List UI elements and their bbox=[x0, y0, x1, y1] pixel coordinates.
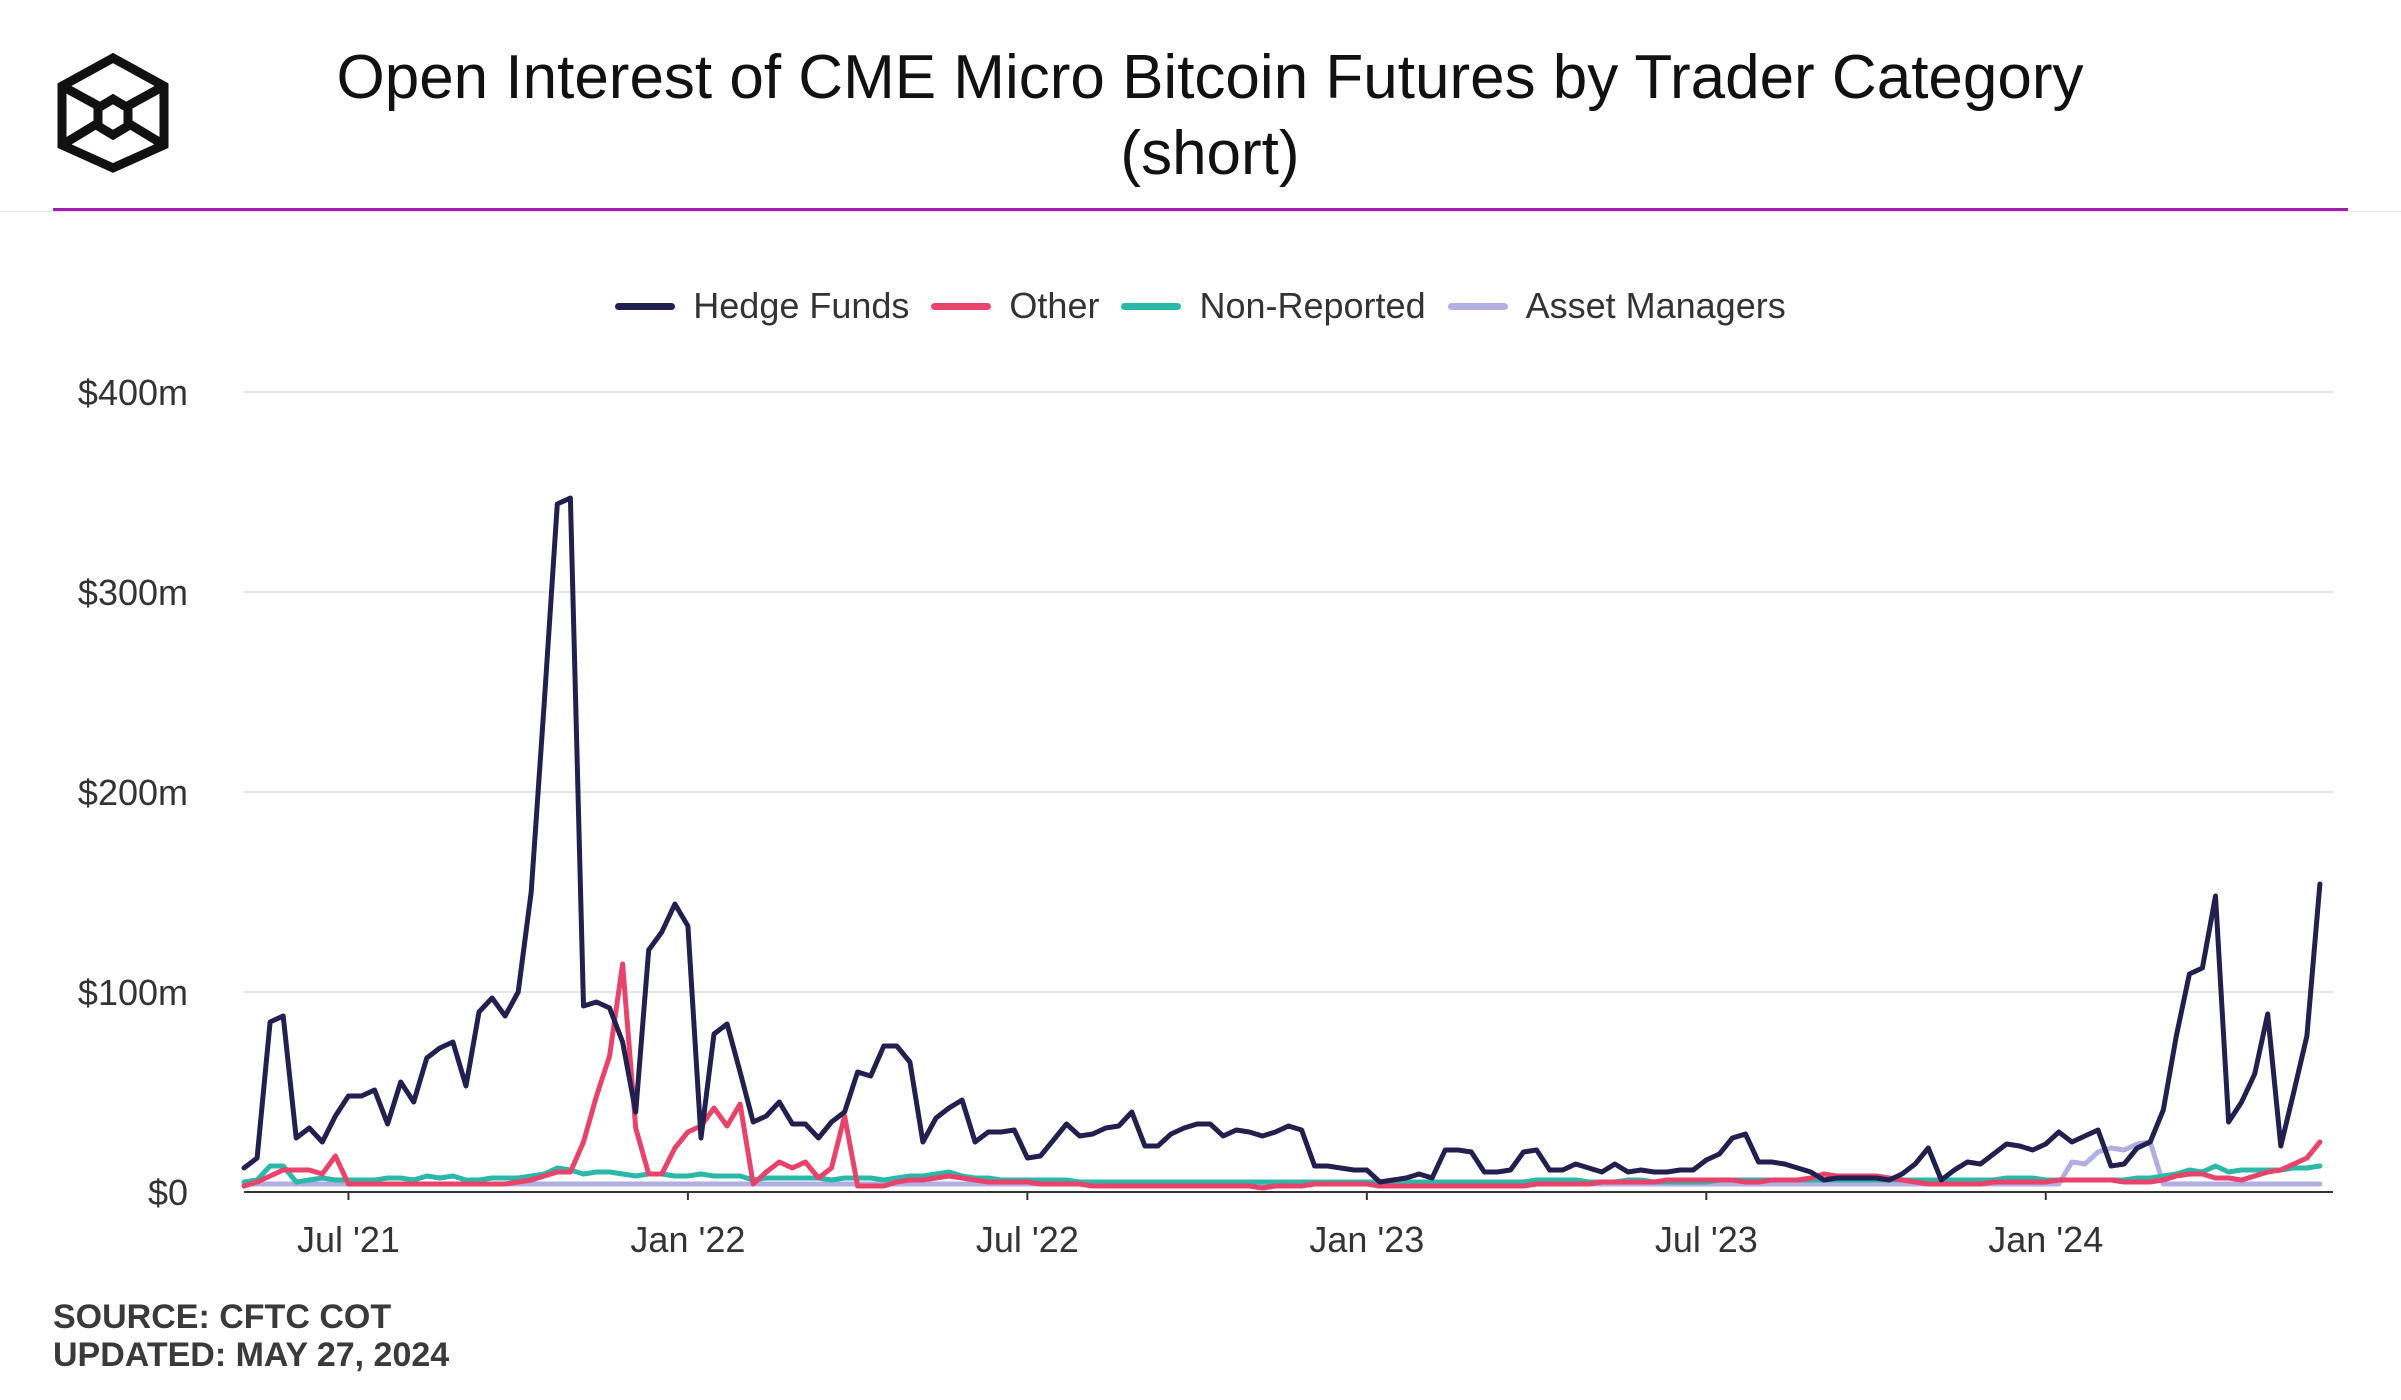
y-axis-tick-labels: $0 $100m $200m $300m $400m bbox=[78, 372, 188, 1213]
legend-item-asset-managers[interactable]: Asset Managers bbox=[1447, 285, 1786, 327]
legend-item-other[interactable]: Other bbox=[931, 285, 1099, 327]
legend-item-hedge-funds[interactable]: Hedge Funds bbox=[615, 285, 909, 327]
series-line-other bbox=[241, 961, 2323, 1191]
legend-swatch bbox=[615, 302, 676, 310]
y-tick-label: $300m bbox=[78, 572, 188, 613]
legend-swatch bbox=[1121, 302, 1182, 310]
series-line-non-reported bbox=[241, 1163, 2323, 1185]
cube-logo-icon bbox=[57, 52, 169, 173]
x-tick-label: Jul '22 bbox=[976, 1219, 1079, 1260]
x-tick-label: Jul '23 bbox=[1655, 1219, 1758, 1260]
gridlines bbox=[244, 391, 2333, 993]
x-axis-tick-labels: Jul '21 Jan '22 Jul '22 Jan '23 Jul '23 Jan '… bbox=[297, 1192, 2103, 1260]
chart-title-line-2: (short) bbox=[1120, 119, 1300, 188]
y-tick-label: $100m bbox=[78, 972, 188, 1013]
legend-label: Non-Reported bbox=[1199, 285, 1426, 326]
legend-swatch bbox=[931, 302, 992, 310]
x-tick-label: Jul '21 bbox=[297, 1219, 400, 1260]
source-note: SOURCE: CFTC COT bbox=[53, 1298, 392, 1336]
y-tick-label: $400m bbox=[78, 372, 188, 413]
y-tick-label: $200m bbox=[78, 772, 188, 813]
chart-legend: Hedge Funds Other Non-Reported Asset Man… bbox=[0, 285, 2401, 327]
y-tick-label: $0 bbox=[148, 1172, 188, 1213]
chart-title-line-1: Open Interest of CME Micro Bitcoin Futur… bbox=[336, 43, 2084, 112]
accent-divider bbox=[53, 208, 2348, 211]
x-tick-label: Jan '23 bbox=[1309, 1219, 1424, 1260]
title-divider bbox=[0, 211, 2401, 212]
legend-label: Other bbox=[1009, 285, 1100, 326]
x-tick-label: Jan '22 bbox=[630, 1219, 745, 1260]
legend-label: Asset Managers bbox=[1525, 285, 1786, 326]
legend-label: Hedge Funds bbox=[693, 285, 910, 326]
series-line-hedge-funds bbox=[241, 495, 2323, 1185]
series-lines bbox=[241, 495, 2323, 1191]
updated-note: UPDATED: MAY 27, 2024 bbox=[53, 1336, 450, 1374]
x-tick-label: Jan '24 bbox=[1988, 1219, 2103, 1260]
footer: SOURCE: CFTC COT UPDATED: MAY 27, 2024 bbox=[53, 1298, 449, 1374]
legend-swatch bbox=[1447, 302, 1508, 310]
chart-title: Open Interest of CME Micro Bitcoin Futur… bbox=[190, 40, 2230, 192]
legend-item-non-reported[interactable]: Non-Reported bbox=[1121, 285, 1426, 327]
